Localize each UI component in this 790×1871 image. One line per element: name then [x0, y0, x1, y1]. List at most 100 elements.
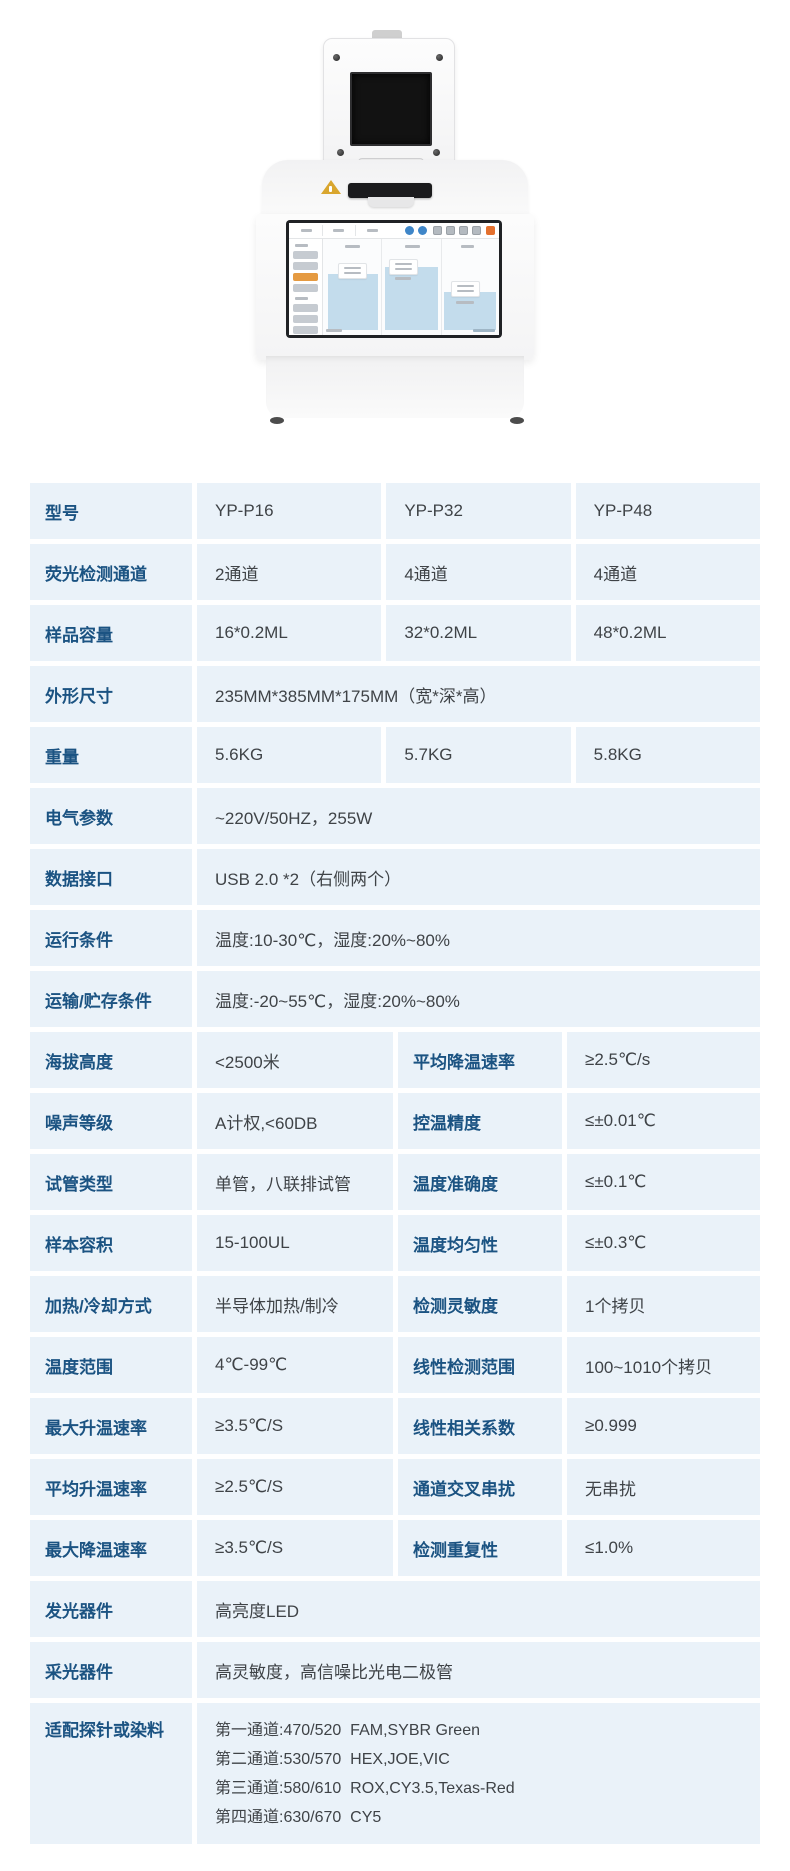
table-row: 采光器件 高灵敏度，高信噪比光电二极管 [30, 1642, 760, 1698]
table-row: 噪声等级 A计权,<60DB 控温精度 ≤±0.01℃ [30, 1093, 760, 1149]
device-lid [323, 38, 455, 180]
spec-label: 温度范围 [30, 1337, 192, 1393]
spec-label: 型号 [30, 483, 192, 539]
table-row: 样品容量 16*0.2ML 32*0.2ML 48*0.2ML [30, 605, 760, 661]
spec-label: 荧光检测通道 [30, 544, 192, 600]
spec-label: 控温精度 [398, 1093, 562, 1149]
spec-value: 15-100UL [197, 1215, 393, 1271]
spec-label: 样品容量 [30, 605, 192, 661]
screen-toolbar [289, 223, 499, 239]
pcr-program-chart [323, 239, 499, 335]
spec-value: 单管，八联排试管 [197, 1154, 393, 1210]
spec-value: 无串扰 [567, 1459, 760, 1515]
lid-display [350, 72, 432, 146]
table-row: 重量 5.6KG 5.7KG 5.8KG [30, 727, 760, 783]
save-icon [433, 226, 442, 235]
spec-label: 外形尺寸 [30, 666, 192, 722]
table-row: 型号 YP-P16 YP-P32 YP-P48 [30, 483, 760, 539]
slot-handle [368, 197, 414, 207]
spec-label: 运输/贮存条件 [30, 971, 192, 1027]
open-icon [446, 226, 455, 235]
spec-value: ≤±0.01℃ [567, 1093, 760, 1149]
device-foot [270, 417, 284, 424]
spec-label: 通道交叉串扰 [398, 1459, 562, 1515]
cycle-label [395, 277, 411, 280]
temperature-step [385, 267, 438, 330]
stop-icon [486, 226, 495, 235]
device-foot [510, 417, 524, 424]
spec-value: ≥3.5℃/S [197, 1398, 393, 1454]
table-row: 适配探针或染料 第一通道:470/520 FAM,SYBR Green 第二通道… [30, 1703, 760, 1844]
spec-value: 高亮度LED [197, 1581, 760, 1637]
spec-label: 电气参数 [30, 788, 192, 844]
dye-channel-line: 第四通道:630/670 CY5 [215, 1809, 382, 1826]
spec-label: 试管类型 [30, 1154, 192, 1210]
pause-icon [418, 226, 427, 235]
spec-value: ≥0.999 [567, 1398, 760, 1454]
spec-value: A计权,<60DB [197, 1093, 393, 1149]
spec-value: 5.7KG [386, 727, 571, 783]
settings-icon [459, 226, 468, 235]
play-icon [405, 226, 414, 235]
stage-header [345, 245, 360, 248]
step-card [338, 263, 367, 279]
spec-value: 4通道 [386, 544, 571, 600]
column-separator [381, 239, 382, 335]
status-text [326, 329, 342, 332]
sidebar-heading [295, 244, 308, 247]
spec-value: 1个拷贝 [567, 1276, 760, 1332]
touchscreen [289, 223, 499, 335]
spec-label: 运行条件 [30, 910, 192, 966]
spec-value: YP-P48 [575, 483, 760, 539]
screw-icon [436, 54, 443, 61]
spec-value: <2500米 [197, 1032, 393, 1088]
spec-value: YP-P16 [197, 483, 382, 539]
toolbar-tab [301, 229, 312, 232]
dye-channel-line: 第三通道:580/610 ROX,CY3.5,Texas-Red [215, 1780, 515, 1797]
toolbar-separator [322, 225, 323, 236]
table-row: 最大升温速率 ≥3.5℃/S 线性相关系数 ≥0.999 [30, 1398, 760, 1454]
table-row: 海拔高度 <2500米 平均降温速率 ≥2.5℃/s [30, 1032, 760, 1088]
column-separator [441, 239, 442, 335]
product-photo [0, 0, 790, 460]
spec-label: 线性相关系数 [398, 1398, 562, 1454]
screw-icon [333, 54, 340, 61]
screw-icon [337, 149, 344, 156]
spec-label: 线性检测范围 [398, 1337, 562, 1393]
spec-value: ≤±0.1℃ [567, 1154, 760, 1210]
spec-value: ≤1.0% [567, 1520, 760, 1576]
spec-label: 最大降温速率 [30, 1520, 192, 1576]
spec-label: 最大升温速率 [30, 1398, 192, 1454]
spec-label: 噪声等级 [30, 1093, 192, 1149]
table-row: 样本容积 15-100UL 温度均匀性 ≤±0.3℃ [30, 1215, 760, 1271]
spec-value: 温度:-20~55℃，湿度:20%~80% [197, 971, 760, 1027]
spec-label: 重量 [30, 727, 192, 783]
spec-label: 平均降温速率 [398, 1032, 562, 1088]
table-row: 荧光检测通道 2通道 4通道 4通道 [30, 544, 760, 600]
sidebar-heading [295, 297, 308, 300]
spec-label: 平均升温速率 [30, 1459, 192, 1515]
warning-mark [329, 186, 332, 192]
toolbar-separator [355, 225, 356, 236]
stage-header [405, 245, 420, 248]
table-row: 外形尺寸 235MM*385MM*175MM（宽*深*高） [30, 666, 760, 722]
table-row: 运行条件 温度:10-30℃，湿度:20%~80% [30, 910, 760, 966]
spec-value: 235MM*385MM*175MM（宽*深*高） [197, 666, 760, 722]
spec-value: ~220V/50HZ，255W [197, 788, 760, 844]
spec-value: USB 2.0 *2（右侧两个） [197, 849, 760, 905]
screen-sidebar [289, 239, 323, 335]
spec-value: 第一通道:470/520 FAM,SYBR Green 第二通道:530/570… [197, 1703, 760, 1844]
toolbar-tab [333, 229, 344, 232]
spec-value: 100~1010个拷贝 [567, 1337, 760, 1393]
table-row: 最大降温速率 ≥3.5℃/S 检测重复性 ≤1.0% [30, 1520, 760, 1576]
table-row: 电气参数 ~220V/50HZ，255W [30, 788, 760, 844]
spec-table: 型号 YP-P16 YP-P32 YP-P48 荧光检测通道 2通道 4通道 4… [30, 483, 760, 1849]
spec-value: 32*0.2ML [386, 605, 571, 661]
table-row: 发光器件 高亮度LED [30, 1581, 760, 1637]
spec-value: 高灵敏度，高信噪比光电二极管 [197, 1642, 760, 1698]
spec-label: 温度均匀性 [398, 1215, 562, 1271]
spec-value: 半导体加热/制冷 [197, 1276, 393, 1332]
touchscreen-bezel [286, 220, 502, 338]
export-icon [472, 226, 481, 235]
spec-label: 采光器件 [30, 1642, 192, 1698]
